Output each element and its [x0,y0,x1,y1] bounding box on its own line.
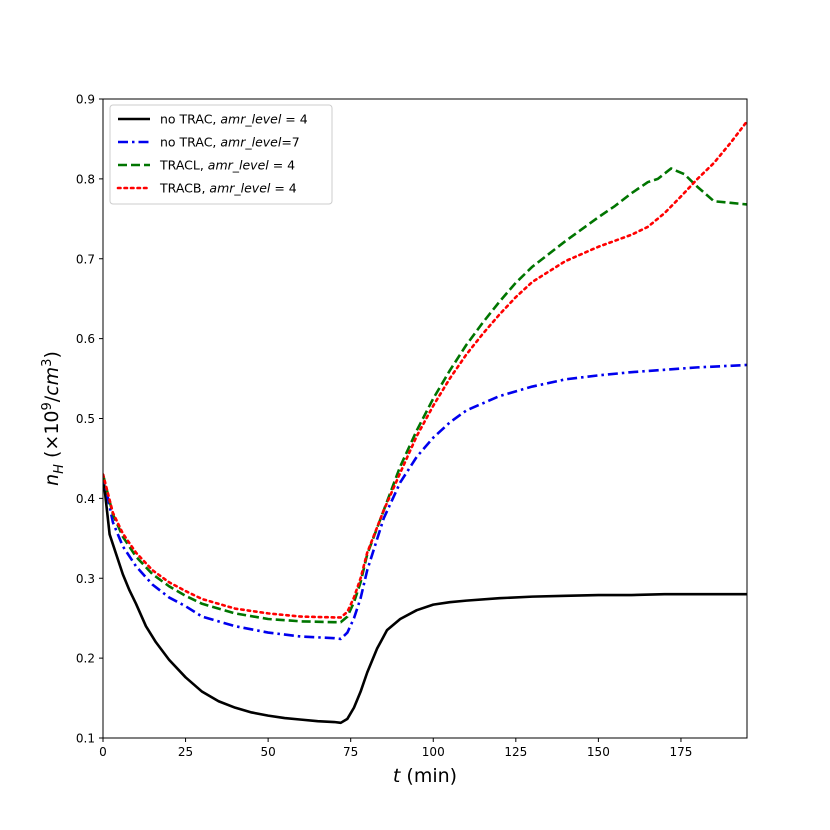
legend-label-2: no TRAC, amr_level=7 [160,135,300,150]
ticks-layer: 0 25 50 75 100 125 150 175 0.1 0.2 0.3 0.4 0.5 0.6 0.7… [76,93,692,760]
x-tick-label: 50 [260,745,275,759]
series-layer [103,120,747,725]
x-axis-label: t (min) [393,765,457,787]
series-line-2 [103,363,747,641]
y-tick-label: 0.9 [76,93,95,107]
legend: no TRAC, amr_level = 4 no TRAC, amr_level… [109,104,333,205]
series-line-3 [103,167,747,624]
y-tick-label: 0.5 [76,412,95,426]
y-tick-label: 0.1 [76,732,95,746]
legend-box [109,104,333,205]
series-line-4 [103,120,747,619]
y-tick-label: 0.4 [76,492,95,506]
x-tick-label: 125 [504,745,527,759]
legend-label-4: TRACB, amr_level = 4 [159,181,297,196]
y-tick-label: 0.7 [76,252,95,266]
x-tick-label: 150 [587,745,610,759]
x-tick-label: 25 [178,745,193,759]
y-tick-label: 0.2 [76,652,95,666]
x-tick-label: 75 [343,745,358,759]
y-axis-label: nH (×109/cm3) [40,351,67,486]
y-tick-label: 0.8 [76,172,95,186]
y-tick-label: 0.6 [76,332,95,346]
x-tick-label: 0 [99,745,107,759]
series-line-1 [103,474,747,725]
x-tick-label: 175 [669,745,692,759]
y-tick-label: 0.3 [76,572,95,586]
legend-label-3: TRACL, amr_level = 4 [159,158,295,173]
legend-label-1: no TRAC, amr_level = 4 [160,112,308,127]
x-tick-label: 100 [422,745,445,759]
